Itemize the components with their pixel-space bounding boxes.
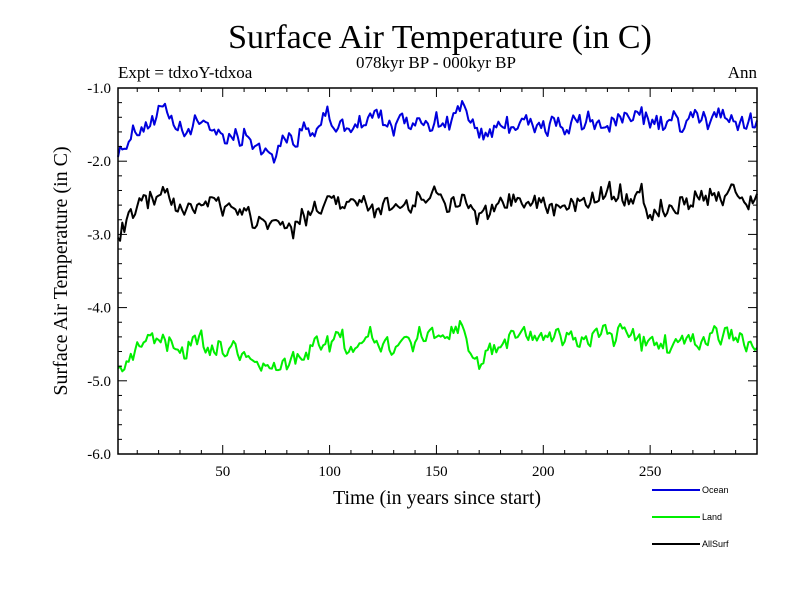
legend-label-land: Land <box>702 512 722 522</box>
legend-label-ocean: Ocean <box>702 485 729 495</box>
series-line-allsurf <box>117 180 758 242</box>
series-line-land <box>117 320 758 373</box>
experiment-label: Expt = tdxoY-tdxoa <box>118 63 253 82</box>
y-tick-label: -6.0 <box>87 447 111 463</box>
chart-title: Surface Air Temperature (in C) <box>228 19 652 56</box>
y-tick-label: -5.0 <box>87 374 111 390</box>
x-tick-label: 200 <box>532 464 555 480</box>
x-tick-label: 250 <box>639 464 662 480</box>
y-tick-label: -2.0 <box>87 154 111 170</box>
plot-frame <box>117 87 758 455</box>
y-tick-label: -4.0 <box>87 301 111 317</box>
chart-subtitle: 078kyr BP - 000kyr BP <box>356 53 516 72</box>
legend-label-allsurf: AllSurf <box>702 539 729 549</box>
x-axis-label: Time (in years since start) <box>333 487 541 509</box>
x-tick-label: 150 <box>425 464 448 480</box>
series-layer <box>117 100 758 373</box>
series-line-ocean <box>117 100 758 164</box>
tick-layer: 50 100 150 200 250 -6.0 -5.0 -4.0 -3.0 -2.0 -1.0 <box>87 81 758 480</box>
season-label: Ann <box>728 63 758 82</box>
y-tick-label: -3.0 <box>87 227 111 243</box>
y-tick-label: -1.0 <box>87 81 111 97</box>
y-axis-label: Surface Air Temperature (in C) <box>50 146 72 395</box>
x-tick-label: 50 <box>215 464 230 480</box>
x-tick-label: 100 <box>318 464 341 480</box>
legend: Ocean Land AllSurf <box>652 485 729 549</box>
